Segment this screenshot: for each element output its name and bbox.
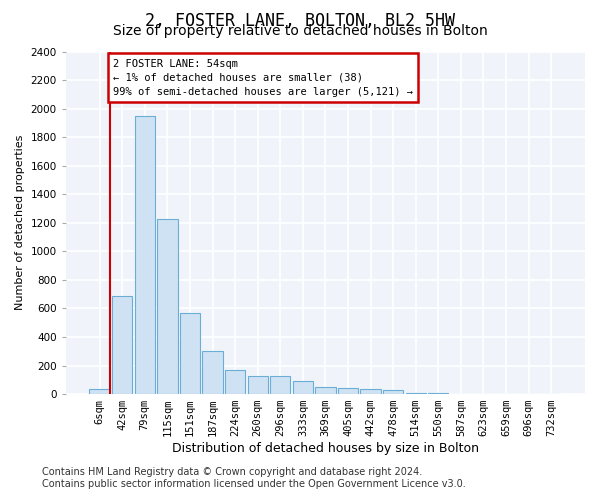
Y-axis label: Number of detached properties: Number of detached properties xyxy=(15,135,25,310)
Bar xyxy=(180,312,200,394)
Bar xyxy=(406,393,426,394)
Text: 2 FOSTER LANE: 54sqm
← 1% of detached houses are smaller (38)
99% of semi-detach: 2 FOSTER LANE: 54sqm ← 1% of detached ho… xyxy=(113,58,413,96)
Bar xyxy=(338,388,358,394)
Bar xyxy=(270,376,290,394)
Text: Contains HM Land Registry data © Crown copyright and database right 2024.
Contai: Contains HM Land Registry data © Crown c… xyxy=(42,468,466,489)
Bar xyxy=(134,116,155,394)
Text: 2, FOSTER LANE, BOLTON, BL2 5HW: 2, FOSTER LANE, BOLTON, BL2 5HW xyxy=(145,12,455,30)
Bar xyxy=(315,387,335,394)
Text: Size of property relative to detached houses in Bolton: Size of property relative to detached ho… xyxy=(113,24,487,38)
Bar xyxy=(157,218,178,394)
Bar xyxy=(202,350,223,394)
Bar xyxy=(383,390,403,394)
Bar xyxy=(89,388,110,394)
Bar xyxy=(361,389,381,394)
Bar xyxy=(225,370,245,394)
Bar xyxy=(112,296,133,394)
X-axis label: Distribution of detached houses by size in Bolton: Distribution of detached houses by size … xyxy=(172,442,479,455)
Bar xyxy=(248,376,268,394)
Bar xyxy=(293,381,313,394)
